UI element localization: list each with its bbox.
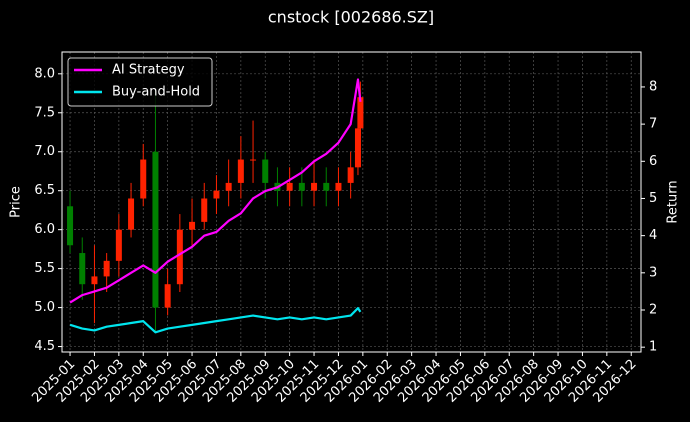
candle-body xyxy=(79,253,86,285)
candle-body xyxy=(323,182,330,191)
chart-title: cnstock [002686.SZ] xyxy=(268,8,434,27)
candle-body xyxy=(286,182,293,191)
line-series xyxy=(69,78,362,304)
candle-body xyxy=(335,182,342,191)
candle-body xyxy=(347,167,354,183)
y-tick-label: 5.0 xyxy=(34,300,55,315)
y-tick-label: 8.0 xyxy=(34,66,55,81)
candle-body xyxy=(311,182,318,191)
y2-tick-label: 2 xyxy=(649,302,657,317)
candle-body xyxy=(115,229,122,261)
candle-body xyxy=(354,128,361,168)
candle-body xyxy=(237,159,244,183)
candle-body xyxy=(176,229,183,285)
y-tick-label: 6.0 xyxy=(34,222,55,237)
candle-body xyxy=(164,284,171,308)
y2-tick-label: 4 xyxy=(649,228,657,243)
y2-tick-label: 6 xyxy=(649,154,657,169)
candle-body xyxy=(67,206,74,246)
candle-body xyxy=(91,276,98,285)
y-tick-label: 7.5 xyxy=(34,105,55,120)
legend-box xyxy=(67,57,213,107)
candle-body xyxy=(262,159,269,183)
y-axis-label: Price xyxy=(9,186,24,218)
line-series xyxy=(69,307,362,334)
y-tick-label: 7.0 xyxy=(34,144,55,159)
candle-body xyxy=(128,198,135,230)
y2-axis-label: Return xyxy=(666,180,681,223)
candle-body xyxy=(213,190,220,199)
y2-tick-label: 8 xyxy=(649,79,657,94)
candle-body xyxy=(357,97,364,129)
candle-body xyxy=(189,221,196,230)
candle-body xyxy=(298,182,305,191)
y2-tick-label: 5 xyxy=(649,191,657,206)
y-tick-label: 4.5 xyxy=(34,339,55,354)
legend-label: AI Strategy xyxy=(112,63,185,78)
y2-tick-label: 7 xyxy=(649,117,657,132)
axes-frame xyxy=(61,51,642,353)
y2-tick-label: 1 xyxy=(649,340,657,355)
y2-tick-label: 3 xyxy=(649,265,657,280)
candle-body xyxy=(103,260,110,277)
y-tick-label: 5.5 xyxy=(34,261,55,276)
candle-body xyxy=(140,159,147,199)
candle-body xyxy=(225,182,232,191)
legend-label: Buy-and-Hold xyxy=(112,85,200,100)
candle-body xyxy=(201,198,208,222)
y-tick-label: 6.5 xyxy=(34,183,55,198)
candle-body xyxy=(152,151,159,308)
candle-body xyxy=(250,159,257,161)
